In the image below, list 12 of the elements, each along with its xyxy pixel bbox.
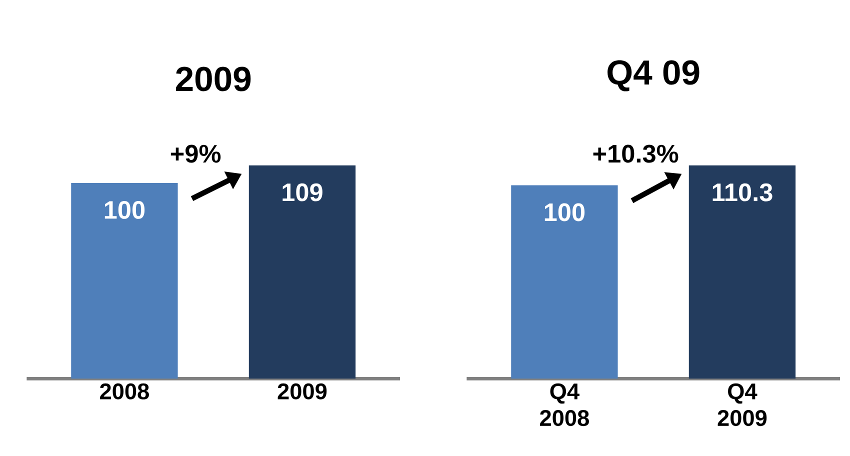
data-label: 100 [544, 203, 585, 222]
text: +9% [170, 144, 221, 163]
chart-title: 2009 [176, 66, 251, 92]
data-label: 109 [282, 183, 322, 202]
text: +10.3% [593, 144, 678, 163]
chart-title: Q4 09 [608, 60, 700, 92]
x-tick-label: Q4 2008 [540, 383, 589, 426]
x-tick-label: 2009 [278, 383, 327, 400]
data-label: 110.3 [712, 183, 772, 202]
x-tick-label: Q4 2009 [718, 383, 767, 426]
data-label: 100 [104, 200, 145, 219]
x-tick-label: 2008 [100, 383, 149, 400]
